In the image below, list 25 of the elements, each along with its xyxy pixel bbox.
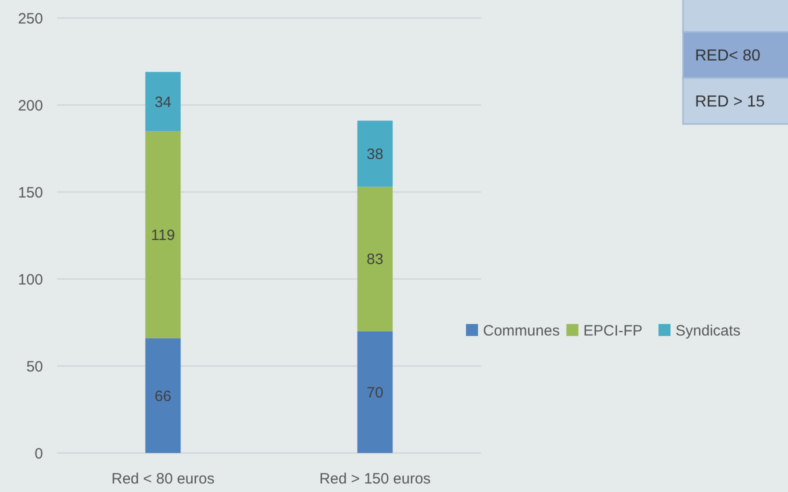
legend-label: EPCI-FP: [583, 322, 643, 340]
y-tick-label: 250: [18, 10, 43, 28]
y-tick-label: 150: [18, 184, 43, 202]
data-label: 34: [154, 94, 172, 111]
data-label: 119: [151, 226, 175, 244]
y-tick-label: 200: [18, 97, 43, 114]
legend-label: Syndicats: [676, 322, 741, 340]
text: RED > 15: [695, 94, 765, 111]
y-tick-label: 50: [26, 358, 43, 376]
data-label: 66: [154, 388, 172, 405]
bar: [357, 120, 393, 187]
y-tick-label: 100: [18, 271, 43, 288]
bar: [145, 131, 181, 338]
y-tick-label: 0: [34, 445, 43, 462]
data-label: 38: [366, 146, 384, 163]
x-tick-label: Red > 150 euros: [319, 470, 431, 488]
bar: [357, 331, 393, 453]
bar: [357, 186, 393, 332]
text: RED< 80: [695, 48, 760, 65]
bar: [145, 72, 181, 132]
bar: [145, 338, 181, 453]
x-tick-label: Red < 80 euros: [112, 470, 214, 488]
data-label: 83: [366, 251, 384, 268]
data-label: 70: [366, 384, 384, 402]
legend-label: Communes: [483, 322, 560, 340]
